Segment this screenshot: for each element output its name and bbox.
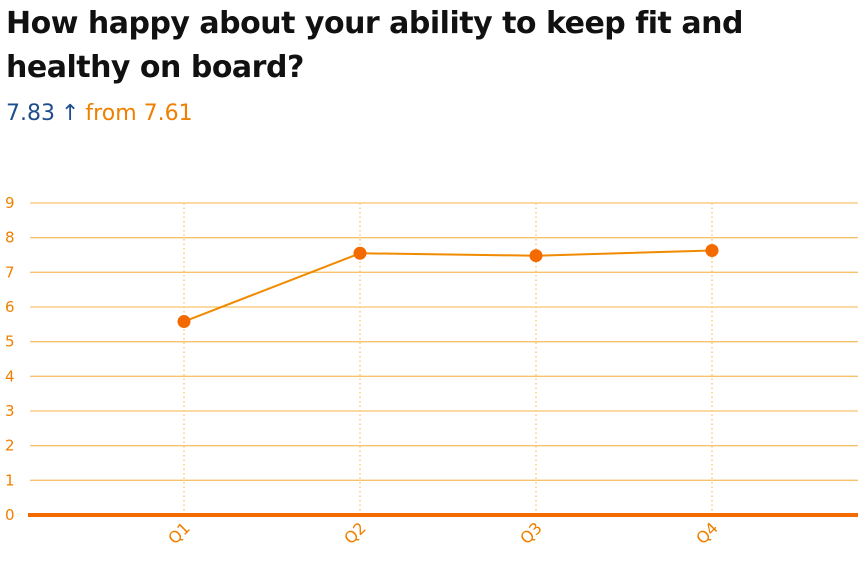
y-tick-label: 7 [5,263,15,281]
x-tick-label: Q1 [164,518,194,548]
data-point [705,243,719,257]
score-summary: 7.83 ↑ from 7.61 [6,98,193,130]
y-gridlines [30,202,858,481]
data-point [177,315,191,329]
y-tick-label: 1 [5,471,15,489]
y-tick-label: 8 [5,229,15,247]
x-tick-label: Q2 [340,518,370,548]
x-tick-label: Q3 [516,518,546,548]
y-tick-label: 3 [5,402,15,420]
data-point [529,249,543,263]
y-tick-label: 2 [5,437,15,455]
x-axis-ticks: Q1 Q2 Q3 Q4 [164,518,722,548]
x-tick-label: Q4 [692,518,722,548]
trend-up-arrow-icon: ↑ [60,101,80,126]
series-line [183,249,713,323]
series-markers [177,243,719,329]
previous-score: from 7.61 [85,101,193,126]
y-tick-label: 4 [5,367,15,385]
y-tick-label: 0 [5,506,15,524]
chart-title: How happy about your ability to keep fit… [6,6,743,85]
y-tick-label: 5 [5,333,15,351]
x-gridlines [183,203,713,515]
series-line [183,249,713,323]
y-axis-ticks: 0 1 2 3 4 5 6 7 8 9 [5,194,15,524]
y-tick-label: 6 [5,298,15,316]
data-point [353,246,367,260]
current-score: 7.83 [6,101,55,126]
y-tick-label: 9 [5,194,15,212]
